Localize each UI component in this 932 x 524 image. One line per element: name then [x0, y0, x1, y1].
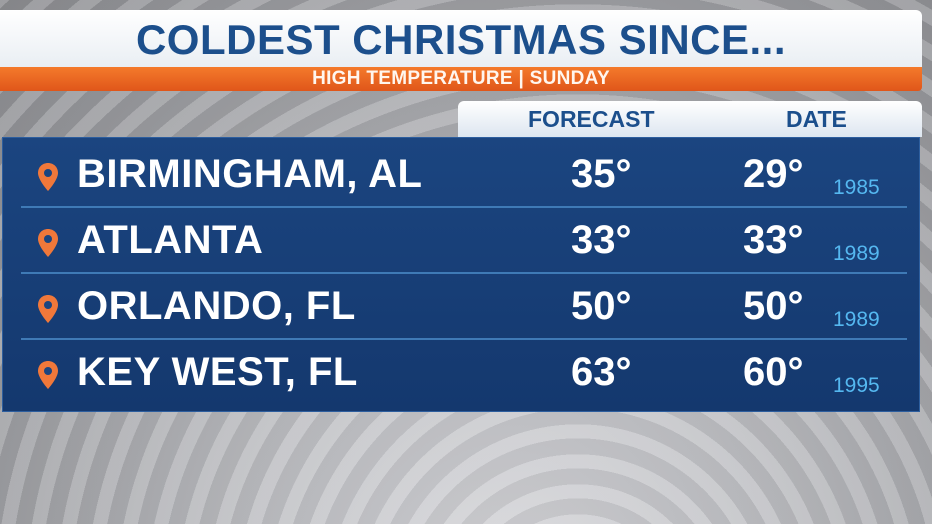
- record-temp: 60°: [743, 350, 804, 394]
- forecast-column-header: FORECAST: [528, 106, 655, 132]
- title-banner: COLDEST CHRISTMAS SINCE...: [0, 10, 922, 68]
- record-year: 1985: [833, 176, 880, 199]
- page-subtitle: HIGH TEMPERATURE | SUNDAY: [312, 68, 610, 89]
- city-name: KEY WEST, FL: [77, 350, 358, 394]
- map-pin-icon: [38, 163, 58, 191]
- forecast-temp: 35°: [571, 152, 632, 196]
- map-pin-icon: [38, 295, 58, 323]
- forecast-temp: 63°: [571, 350, 632, 394]
- record-year: 1989: [833, 308, 880, 331]
- record-temp: 29°: [743, 152, 804, 196]
- record-year: 1989: [833, 242, 880, 265]
- city-name: ORLANDO, FL: [77, 284, 356, 328]
- temperature-table: BIRMINGHAM, AL 35° 29° 1985 ATLANTA 33° …: [2, 137, 920, 412]
- record-temp: 33°: [743, 218, 804, 262]
- map-pin-icon: [38, 229, 58, 257]
- forecast-temp: 33°: [571, 218, 632, 262]
- date-column-header: DATE: [786, 106, 847, 132]
- record-year: 1995: [833, 374, 880, 397]
- table-row: ATLANTA 33° 33° 1989: [21, 208, 907, 274]
- forecast-temp: 50°: [571, 284, 632, 328]
- table-row: ORLANDO, FL 50° 50° 1989: [21, 274, 907, 340]
- column-header-bar: FORECAST DATE: [458, 101, 922, 137]
- page-title: COLDEST CHRISTMAS SINCE...: [135, 16, 787, 63]
- subtitle-banner: HIGH TEMPERATURE | SUNDAY: [0, 67, 922, 91]
- table-row: KEY WEST, FL 63° 60° 1995: [21, 340, 907, 404]
- city-name: BIRMINGHAM, AL: [77, 152, 423, 196]
- city-name: ATLANTA: [77, 218, 264, 262]
- map-pin-icon: [38, 361, 58, 389]
- record-temp: 50°: [743, 284, 804, 328]
- table-row: BIRMINGHAM, AL 35° 29° 1985: [21, 142, 907, 208]
